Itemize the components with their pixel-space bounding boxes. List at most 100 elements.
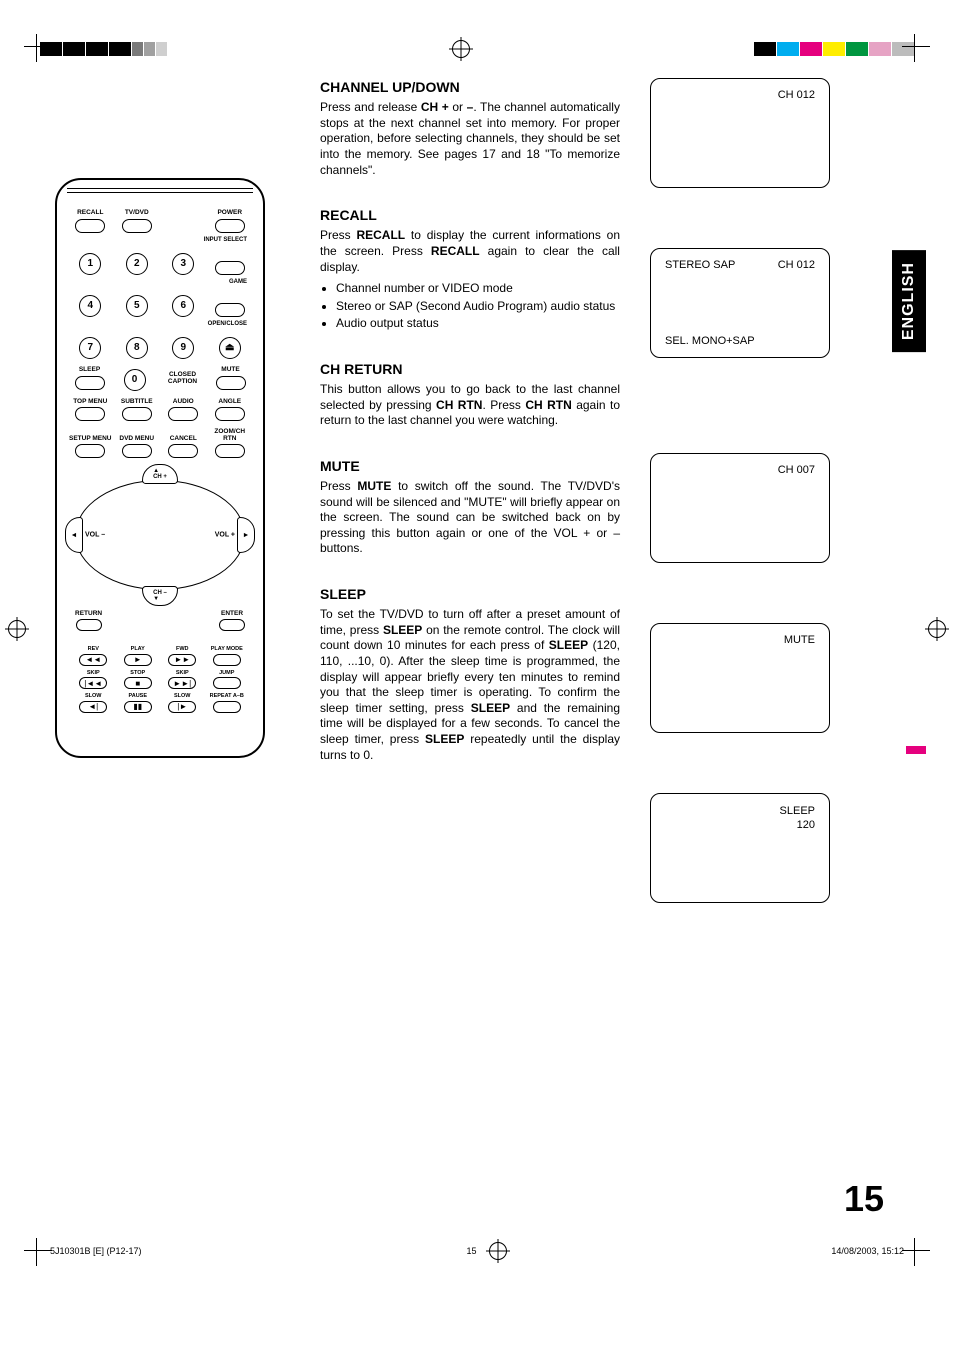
remote-illustration: RECALL TV/DVD POWER INPUT SELECT 1 2 3 G…: [30, 78, 290, 758]
trim-mark-icon: [906, 746, 926, 754]
return-button[interactable]: [76, 619, 102, 631]
input-select-button[interactable]: [215, 261, 245, 275]
playback-button[interactable]: ►►|: [168, 677, 196, 689]
sleep-button[interactable]: [75, 376, 105, 390]
section-title: MUTE: [320, 457, 620, 475]
playback-button[interactable]: ►: [124, 654, 152, 666]
ch-down-button[interactable]: CH – ▼: [142, 586, 178, 606]
tv-screen: SLEEP120: [650, 793, 830, 903]
angle-button[interactable]: [215, 407, 245, 421]
btn-label: JUMP: [219, 671, 234, 677]
screen-text: CH 012: [778, 259, 815, 271]
audio-button[interactable]: [168, 407, 198, 421]
footer: 5J10301B [E] (P12-17) 15 14/08/2003, 15:…: [30, 1242, 924, 1260]
footer-doc-id: 5J10301B [E] (P12-17): [50, 1246, 142, 1256]
registration-target-icon: [928, 620, 946, 638]
playback-button[interactable]: |◄◄: [79, 677, 107, 689]
cancel-button[interactable]: [168, 444, 198, 458]
text-column: CHANNEL UP/DOWN Press and release CH + o…: [320, 78, 620, 791]
btn-label: AUDIO: [173, 399, 194, 406]
num-button[interactable]: 8: [126, 337, 148, 359]
setupmenu-button[interactable]: [75, 444, 105, 458]
subtitle-button[interactable]: [122, 407, 152, 421]
bullet: Stereo or SAP (Second Audio Program) aud…: [336, 299, 620, 315]
num-button[interactable]: 3: [172, 253, 194, 275]
btn-label: RETURN: [75, 610, 102, 617]
section-channel-updown: CHANNEL UP/DOWN Press and release CH + o…: [320, 78, 620, 178]
page-number: 15: [844, 1178, 884, 1220]
btn-label: SLOW: [85, 694, 102, 700]
bullet: Channel number or VIDEO mode: [336, 281, 620, 297]
btn-label: TV/DVD: [125, 210, 149, 217]
mute-button[interactable]: [216, 376, 246, 390]
registration-target-icon: [489, 1242, 507, 1260]
num-button[interactable]: 5: [126, 295, 148, 317]
num-button[interactable]: 1: [79, 253, 101, 275]
playback-button[interactable]: ▮▮: [124, 701, 152, 713]
vol-down-button[interactable]: ◄: [65, 517, 83, 553]
section-title: SLEEP: [320, 585, 620, 603]
num-button[interactable]: 7: [79, 337, 101, 359]
btn-label: MUTE: [221, 367, 239, 374]
playback-button[interactable]: |►: [168, 701, 196, 713]
registration-target-icon: [8, 620, 26, 638]
num-button[interactable]: 0: [124, 369, 146, 391]
screen-text: STEREO SAP: [665, 259, 735, 271]
btn-label: PAUSE: [128, 694, 147, 700]
nav-pad: ▲ CH + CH – ▼ ◄ ► VOL – VOL +: [67, 470, 253, 600]
playback-button[interactable]: [213, 654, 241, 666]
btn-label: CLOSED CAPTION: [168, 372, 197, 385]
btn-label: ENTER: [219, 610, 245, 617]
crop-mark-icon: [902, 1238, 930, 1266]
vol-label: VOL –: [85, 532, 105, 539]
playback-button[interactable]: [213, 677, 241, 689]
playback-button[interactable]: [213, 701, 241, 713]
bullet: Audio output status: [336, 316, 620, 332]
btn-label: SETUP MENU: [69, 436, 112, 443]
playback-button[interactable]: ■: [124, 677, 152, 689]
section-title: CH RETURN: [320, 360, 620, 378]
registration-target-icon: [452, 40, 470, 58]
vol-up-button[interactable]: ►: [237, 517, 255, 553]
btn-label: SKIP: [176, 671, 189, 677]
btn-label: FWD: [176, 647, 189, 653]
playback-button[interactable]: ◄◄: [79, 654, 107, 666]
num-button[interactable]: 2: [126, 253, 148, 275]
num-button[interactable]: 4: [79, 295, 101, 317]
btn-label: CANCEL: [170, 436, 197, 443]
screen-text: SEL. MONO+SAP: [665, 335, 755, 347]
section-body: Press MUTE to switch off the sound. The …: [320, 479, 620, 557]
zoom-chrtn-button[interactable]: [215, 444, 245, 458]
playback-button[interactable]: ◄|: [79, 701, 107, 713]
power-button[interactable]: [215, 219, 245, 233]
section-sleep: SLEEP To set the TV/DVD to turn off afte…: [320, 585, 620, 763]
recall-button[interactable]: [75, 219, 105, 233]
btn-label: OPEN/CLOSE: [67, 321, 253, 327]
btn-label: TOP MENU: [73, 399, 107, 406]
btn-label: ZOOM/CH RTN: [208, 429, 252, 442]
eject-button[interactable]: ⏏: [219, 337, 241, 359]
screen-text: CH 012: [778, 89, 815, 101]
playback-button[interactable]: ►►: [168, 654, 196, 666]
game-button[interactable]: [215, 303, 245, 317]
section-body: Press RECALL to display the current info…: [320, 228, 620, 275]
enter-button[interactable]: [219, 619, 245, 631]
content: RECALL TV/DVD POWER INPUT SELECT 1 2 3 G…: [30, 78, 924, 1218]
section-body: Press and release CH + or –. The channel…: [320, 100, 620, 178]
topmenu-button[interactable]: [75, 407, 105, 421]
crop-mark-icon: [902, 34, 930, 62]
btn-label: DVD MENU: [119, 436, 154, 443]
num-button[interactable]: 6: [172, 295, 194, 317]
num-button[interactable]: 9: [172, 337, 194, 359]
section-body: This button allows you to go back to the…: [320, 382, 620, 429]
tv-screen: STEREO SAP CH 012 SEL. MONO+SAP: [650, 248, 830, 358]
ch-up-button[interactable]: ▲ CH +: [142, 464, 178, 484]
section-body: To set the TV/DVD to turn off after a pr…: [320, 607, 620, 763]
section-mute: MUTE Press MUTE to switch off the sound.…: [320, 457, 620, 557]
dvdmenu-button[interactable]: [122, 444, 152, 458]
page: ENGLISH RECALL TV/DVD POWER INPUT SELECT…: [30, 40, 924, 1260]
btn-label: REV: [88, 647, 99, 653]
screens-column: CH 012 STEREO SAP CH 012 SEL. MONO+SAP C…: [650, 78, 860, 903]
btn-label: RECALL: [77, 210, 103, 217]
tvdvd-button[interactable]: [122, 219, 152, 233]
